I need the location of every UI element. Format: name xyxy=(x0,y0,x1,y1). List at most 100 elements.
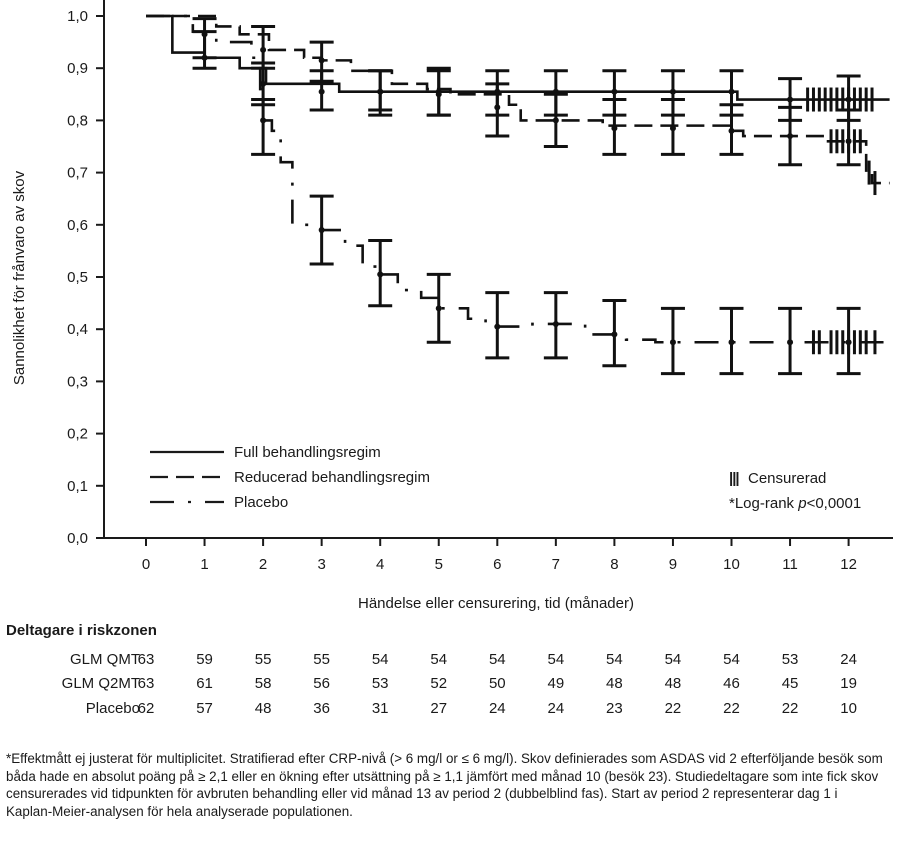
y-tick-label: 0,1 xyxy=(67,478,88,495)
error-bar xyxy=(368,238,393,308)
error-bar xyxy=(543,291,568,360)
estimate-point xyxy=(318,57,325,64)
y-tick-label: 0,3 xyxy=(67,373,88,390)
error-bar xyxy=(426,66,451,117)
estimate-point xyxy=(318,227,325,234)
x-tick-label: 0 xyxy=(142,556,150,573)
estimate-point xyxy=(494,104,501,111)
risk-cell: 54 xyxy=(371,651,389,668)
series-placebo xyxy=(146,14,890,376)
estimate-point xyxy=(611,88,618,95)
estimate-point xyxy=(260,117,267,124)
censored-label: Censurerad xyxy=(748,470,826,487)
logrank-value: <0,0001 xyxy=(807,495,862,512)
estimate-point xyxy=(260,80,267,87)
x-tick-label: 9 xyxy=(669,556,677,573)
y-tick-label: 0,6 xyxy=(67,217,88,234)
y-tick-label: 0,2 xyxy=(67,426,88,443)
risk-cell: 46 xyxy=(723,675,740,692)
y-ticks: 0,0 0,1 0,2 0,3 0,4 0,5 0,6 0,7 0,8 0,9 1,0 xyxy=(67,8,104,547)
legend-label-reduced: Reducerad behandlingsregim xyxy=(234,469,430,486)
estimate-point xyxy=(435,305,442,312)
risk-cell: 55 xyxy=(313,651,330,668)
risk-cell: 24 xyxy=(488,700,506,717)
series-reduced xyxy=(146,14,890,196)
y-tick-label: 1,0 xyxy=(67,8,88,25)
error-bar xyxy=(426,272,451,344)
error-bar xyxy=(660,306,685,376)
estimate-point xyxy=(260,46,267,53)
risk-cell: 24 xyxy=(840,651,857,668)
x-tick-label: 5 xyxy=(435,556,443,573)
x-axis-label: Händelse eller censurering, tid (månader… xyxy=(358,595,634,612)
censored-symbol: ||| xyxy=(729,470,739,487)
error-bar xyxy=(719,306,744,376)
km-curve-placebo xyxy=(146,14,890,344)
footnote: *Effektmått ej justerat för multiplicite… xyxy=(6,751,883,819)
estimate-point xyxy=(611,125,618,132)
estimate-point xyxy=(728,339,735,346)
risk-cell: 54 xyxy=(723,651,740,668)
error-bar xyxy=(251,98,276,156)
y-tick-label: 0,0 xyxy=(67,530,88,547)
risk-cell: 31 xyxy=(371,700,389,717)
estimate-point xyxy=(318,88,325,95)
y-tick-label: 0,9 xyxy=(67,60,88,77)
risk-cell: 57 xyxy=(196,700,213,717)
risk-table-row: GLM Q2MT 63 61 58 56 53 52 50 49 48 48 46 45 19 xyxy=(0,675,897,695)
risk-cell: 54 xyxy=(664,651,682,668)
estimate-point xyxy=(494,323,501,330)
risk-cell: 24 xyxy=(547,700,565,717)
risk-cell: 48 xyxy=(254,700,272,717)
estimate-point xyxy=(728,127,735,134)
error-bar xyxy=(485,291,510,360)
risk-cell: 23 xyxy=(606,700,623,717)
error-bar xyxy=(485,82,510,138)
x-tick-label: 6 xyxy=(493,556,501,573)
risk-cell: 56 xyxy=(313,675,330,692)
risk-cell: 52 xyxy=(430,675,448,692)
error-bar xyxy=(602,98,627,156)
risk-cell: 48 xyxy=(606,675,623,692)
legend-label-placebo: Placebo xyxy=(234,494,288,511)
x-tick-label: 8 xyxy=(610,556,618,573)
x-tick-label: 11 xyxy=(782,556,798,573)
x-tick-label: 7 xyxy=(552,556,560,573)
x-tick-label: 1 xyxy=(200,556,208,573)
risk-cell: 19 xyxy=(840,675,857,692)
risk-cell: 10 xyxy=(840,700,857,717)
risk-cell: 49 xyxy=(547,675,565,692)
y-tick-label: 0,8 xyxy=(67,112,88,129)
logrank-annotation: *Log-rank p<0,0001 xyxy=(729,495,861,512)
error-bar xyxy=(778,105,803,167)
risk-row-label: GLM Q2MT xyxy=(61,675,140,692)
risk-cell: 53 xyxy=(781,651,799,668)
risk-row-label: GLM QMT xyxy=(70,651,140,668)
error-bar xyxy=(719,103,744,156)
risk-cell: 22 xyxy=(723,700,740,717)
x-tick-label: 2 xyxy=(259,556,267,573)
risk-cell: 59 xyxy=(196,651,213,668)
risk-cell: 36 xyxy=(313,700,330,717)
error-bar xyxy=(368,69,393,112)
risk-cell: 50 xyxy=(488,675,506,692)
y-axis-label: Sannolikhet för frånvaro av skov xyxy=(11,170,28,385)
estimate-point xyxy=(377,88,384,95)
estimate-point xyxy=(787,133,794,140)
km-curve-reduced xyxy=(146,14,890,185)
x-tick-label: 12 xyxy=(840,556,857,573)
estimate-point xyxy=(669,339,676,346)
risk-table-title: Deltagare i riskzonen xyxy=(6,622,157,639)
risk-cell: 27 xyxy=(430,700,448,717)
error-bar xyxy=(602,298,627,368)
error-bar xyxy=(309,40,334,83)
estimate-point xyxy=(669,88,676,95)
error-bar xyxy=(778,306,803,376)
risk-cell: 63 xyxy=(137,651,155,668)
risk-cell: 45 xyxy=(781,675,799,692)
estimate-point xyxy=(435,91,442,98)
logrank-p: p xyxy=(797,495,806,512)
risk-cell: 58 xyxy=(254,675,272,692)
legend-label-full: Full behandlingsregim xyxy=(234,444,381,461)
